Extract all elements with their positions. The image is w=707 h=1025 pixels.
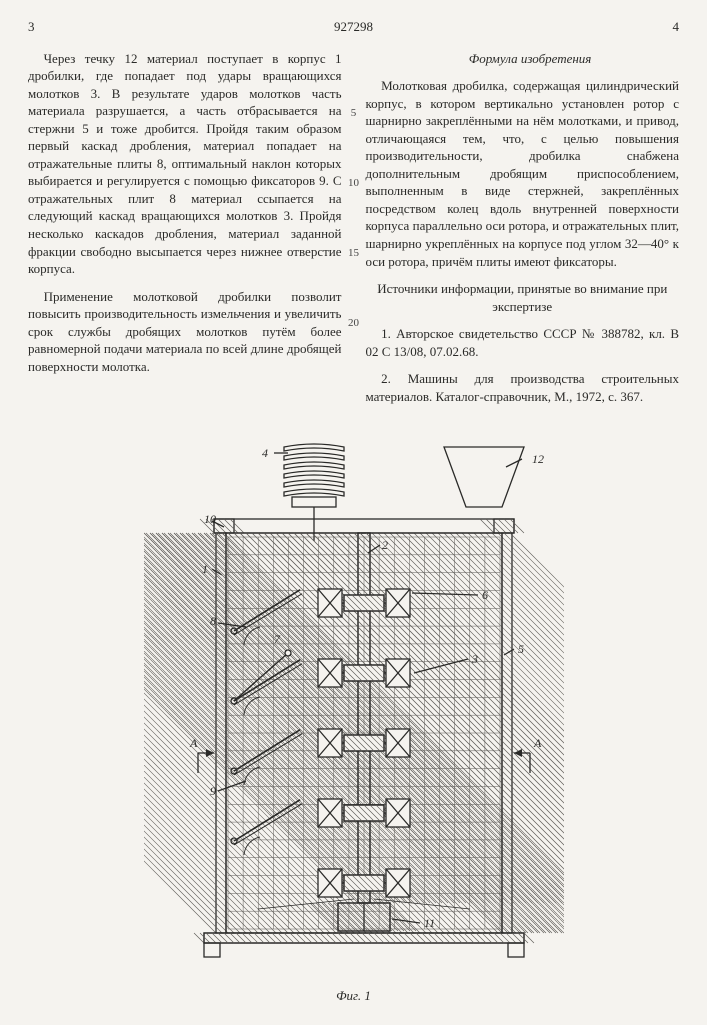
svg-text:6: 6 — [482, 588, 488, 602]
sources-heading: Источники информации, принятые во вниман… — [366, 280, 680, 315]
text-columns: Через течку 12 материал поступает в корп… — [28, 50, 679, 406]
svg-text:11: 11 — [424, 916, 435, 930]
page-number-right: 4 — [673, 18, 680, 36]
right-column: Формула изобретения Молотковая дробилка,… — [366, 50, 680, 406]
line-number-5: 5 — [351, 106, 357, 121]
page-header: 3 927298 4 — [28, 18, 679, 36]
source-2: 2. Машины для производства строительных … — [366, 370, 680, 405]
svg-text:3: 3 — [471, 652, 478, 666]
svg-text:5: 5 — [518, 642, 524, 656]
document-number: 927298 — [334, 18, 373, 36]
svg-text:9: 9 — [210, 784, 216, 798]
svg-text:A: A — [189, 736, 198, 750]
left-column: Через течку 12 материал поступает в корп… — [28, 50, 342, 406]
claim-text: Молотковая дробилка, содержащая цилиндри… — [366, 77, 680, 270]
figure-caption: Фиг. 1 — [28, 987, 679, 1005]
source-1: 1. Авторское свидетельство СССР № 388782… — [366, 325, 680, 360]
svg-text:4: 4 — [262, 446, 268, 460]
svg-text:2: 2 — [382, 538, 388, 552]
svg-text:A: A — [533, 736, 542, 750]
svg-text:7: 7 — [274, 632, 281, 646]
formula-heading: Формула изобретения — [366, 50, 680, 68]
svg-text:8: 8 — [210, 614, 216, 628]
line-number-10: 10 — [348, 176, 359, 191]
paragraph-1: Через течку 12 материал поступает в корп… — [28, 50, 342, 278]
page-number-left: 3 — [28, 18, 35, 36]
svg-text:10: 10 — [204, 512, 216, 526]
line-number-20: 20 — [348, 316, 359, 331]
paragraph-2: Применение молотковой дробилки позволит … — [28, 288, 342, 376]
line-number-15: 15 — [348, 246, 359, 261]
svg-text:12: 12 — [532, 452, 544, 466]
figure-svg: 4121015236879AA11 — [144, 423, 564, 983]
figure-1: 4121015236879AA11 Фиг. 1 — [28, 423, 679, 1005]
